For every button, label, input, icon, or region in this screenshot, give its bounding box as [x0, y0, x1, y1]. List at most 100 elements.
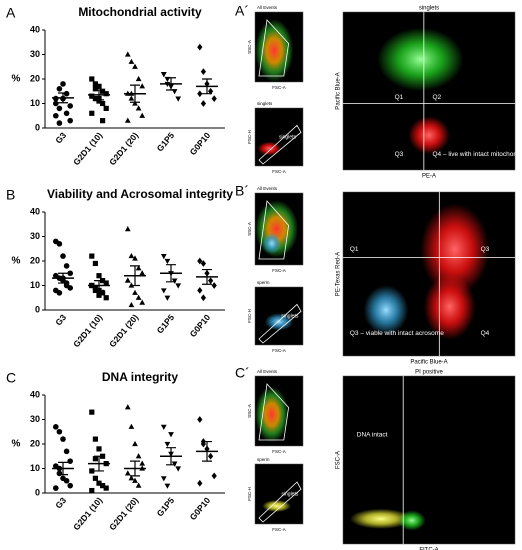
y-axis-label: %	[12, 439, 21, 450]
plot-title: All Events	[257, 369, 278, 374]
data-point	[135, 105, 142, 111]
data-point	[164, 258, 171, 265]
gate-label: Q1	[350, 246, 359, 253]
x-axis-label: FSC-A	[272, 449, 286, 454]
y-tick-label: 0	[35, 304, 40, 314]
data-point	[135, 265, 142, 271]
data-point	[53, 112, 59, 119]
gate-label: Q3	[481, 246, 490, 253]
data-point	[160, 476, 167, 482]
plot-title: singlets	[257, 101, 273, 106]
gate	[258, 200, 290, 260]
data-point	[103, 485, 109, 491]
data-point	[67, 270, 73, 277]
data-point	[160, 72, 167, 78]
x-axis-label: FITC-A	[419, 548, 438, 550]
data-point	[208, 452, 214, 460]
data-point	[128, 475, 135, 481]
panel-letter: A	[6, 5, 16, 21]
data-point	[160, 288, 167, 294]
x-tick-label: G2D1 (20)	[107, 495, 140, 532]
gate	[258, 19, 290, 77]
x-axis-label: FSC-A	[272, 268, 286, 273]
x-axis-label: Pacific Blue-A	[410, 360, 447, 366]
y-tick-label: 0	[35, 122, 40, 132]
data-point	[160, 254, 167, 260]
x-tick-label: G2D1 (20)	[107, 130, 140, 167]
data-point	[100, 100, 106, 107]
error-bar	[58, 461, 68, 476]
y-axis-label: SSC-A	[247, 404, 252, 418]
gate	[258, 383, 290, 441]
gate-label: Q4 – live with intact mitochondria	[432, 151, 522, 158]
gate-label: singlets	[281, 491, 298, 497]
data-point	[164, 295, 171, 301]
plot-title: sperm	[257, 457, 270, 462]
x-tick-label: G2D1 (10)	[71, 495, 104, 532]
x-tick-label: G1P5	[155, 130, 177, 153]
error-bar	[130, 265, 140, 287]
data-point	[56, 290, 63, 296]
data-point	[171, 461, 178, 467]
x-tick-label: G3	[53, 312, 68, 327]
data-point	[175, 466, 182, 472]
x-axis-label: FSC-A	[272, 348, 286, 353]
data-point	[135, 294, 142, 300]
data-point	[132, 477, 138, 483]
gate	[258, 303, 302, 344]
data-point	[164, 483, 171, 489]
event-cloud	[349, 508, 412, 529]
gate-label: Q1	[395, 94, 404, 101]
data-point	[124, 117, 131, 123]
gate-label: Q2	[432, 94, 441, 101]
data-point	[200, 440, 206, 448]
data-point	[67, 285, 73, 291]
data-point	[164, 441, 171, 448]
error-bar	[58, 272, 68, 284]
data-point	[103, 295, 109, 301]
data-point	[132, 100, 138, 106]
data-point	[197, 416, 203, 423]
event-cloud	[254, 386, 289, 443]
gate-label: Q4	[481, 330, 490, 337]
event-cloud	[420, 203, 490, 296]
data-point	[89, 110, 95, 116]
data-point	[63, 448, 70, 455]
data-point	[56, 428, 63, 435]
data-point	[96, 292, 102, 298]
event-cloud	[262, 500, 291, 512]
data-point	[56, 120, 63, 126]
data-point	[63, 477, 70, 484]
gate	[258, 481, 302, 523]
data-point	[135, 482, 142, 488]
panel-letter: C	[6, 370, 16, 386]
x-axis-label: FSC-A	[272, 169, 286, 174]
data-point	[56, 470, 63, 477]
data-point	[128, 252, 135, 259]
data-point	[60, 436, 66, 442]
data-point	[124, 226, 131, 232]
data-point	[56, 241, 63, 247]
data-point	[197, 257, 203, 265]
data-point	[96, 446, 102, 452]
x-tick-label: G2D1 (10)	[71, 312, 104, 349]
event-cloud	[377, 27, 464, 91]
data-point	[200, 100, 206, 107]
data-point	[67, 458, 73, 464]
data-point	[67, 103, 73, 109]
error-bar	[166, 264, 176, 283]
data-point	[124, 277, 131, 283]
data-point	[132, 440, 138, 447]
plot-title: singlets	[419, 6, 439, 12]
error-bar	[58, 92, 68, 104]
data-point	[139, 112, 146, 118]
data-point	[171, 278, 178, 284]
y-axis-label: FSC-A	[336, 451, 342, 469]
y-axis-label: FSC-H	[247, 309, 252, 323]
y-axis-label: FSC-H	[247, 130, 252, 144]
x-axis-label: FSC-A	[272, 527, 286, 532]
error-bar	[202, 78, 212, 95]
y-tick-label: 30	[30, 231, 40, 241]
event-cloud	[262, 232, 282, 255]
data-point	[100, 118, 106, 124]
